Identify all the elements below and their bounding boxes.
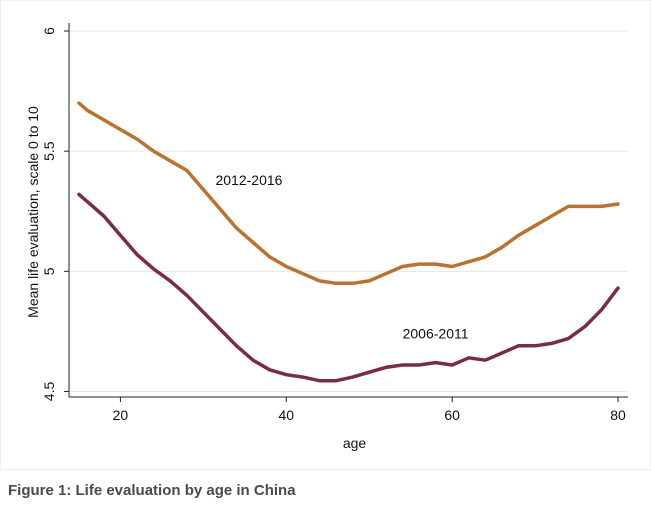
series-line-2012-2016: [77, 101, 620, 286]
series-label-2006-2011: 2006-2011: [403, 326, 469, 342]
y-tick-label-0: 4.5: [41, 382, 57, 402]
y-tick-label-1: 5: [41, 267, 57, 275]
y-tick-label-3: 6: [41, 27, 57, 35]
life-evaluation-chart: 4.5 5 5.5 6 20 40 60 80 age Mean life evaluation,…: [25, 23, 628, 451]
x-tick-label-1: 40: [279, 407, 295, 423]
series-label-2012-2016: 2012-2016: [215, 172, 282, 188]
chart-frame: 4.5 5 5.5 6 20 40 60 80 age Mean life evaluation,…: [0, 0, 651, 470]
series-line-2006-2011: [77, 192, 620, 383]
x-tick-label-0: 20: [113, 407, 129, 423]
y-tick-label-2: 5.5: [41, 141, 57, 161]
x-axis-title: age: [343, 435, 367, 451]
x-tick-label-3: 80: [610, 407, 626, 423]
x-tick-label-2: 60: [444, 407, 460, 423]
y-axis-title: Mean life evaluation, scale 0 to 10: [25, 106, 41, 318]
figure-caption: Figure 1: Life evaluation by age in Chin…: [8, 482, 296, 499]
